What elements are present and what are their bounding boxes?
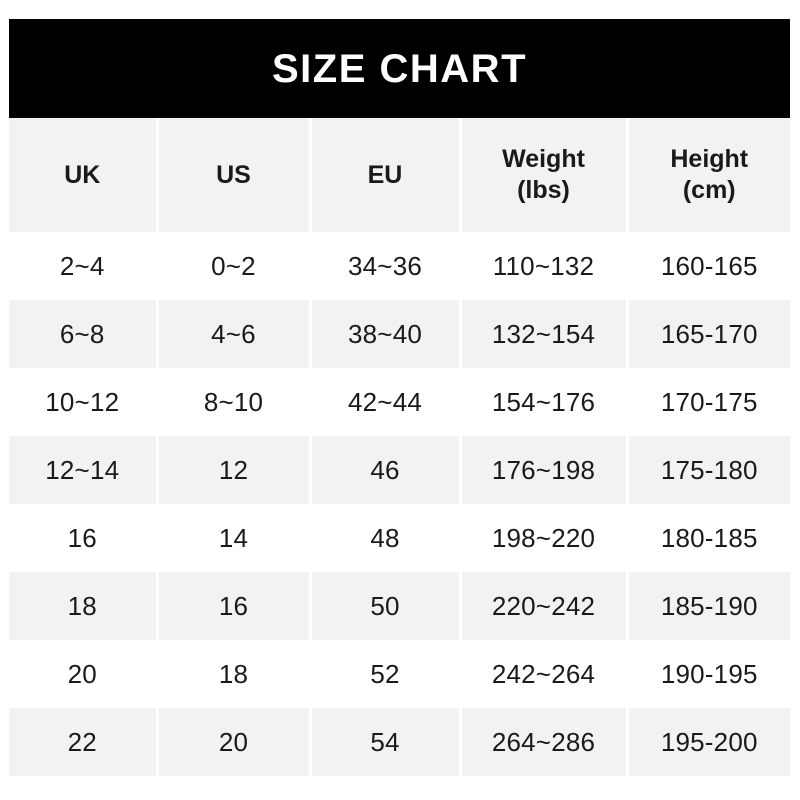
- cell-uk: 18: [9, 572, 159, 640]
- column-header-us-label: US: [216, 160, 251, 189]
- cell-us: 0~2: [157, 232, 312, 300]
- cell-uk: 12~14: [9, 436, 159, 504]
- cell-weight: 198~220: [460, 504, 629, 572]
- cell-weight: 220~242: [460, 572, 629, 640]
- table-row: 22 20 54 264~286 195-200: [9, 708, 790, 776]
- column-header-height: Height (cm): [627, 118, 790, 232]
- size-chart-table: UK US EU Weight (lbs) Height (cm): [9, 118, 790, 776]
- cell-uk: 20: [9, 640, 159, 708]
- cell-eu: 50: [310, 572, 462, 640]
- cell-us: 16: [157, 572, 312, 640]
- page-title: SIZE CHART: [272, 46, 527, 91]
- table-row: 12~14 12 46 176~198 175-180: [9, 436, 790, 504]
- column-header-weight-label: Weight: [502, 145, 585, 173]
- cell-us: 18: [157, 640, 312, 708]
- cell-height: 160-165: [627, 232, 790, 300]
- cell-eu: 54: [310, 708, 462, 776]
- column-header-weight-unit: (lbs): [517, 176, 570, 204]
- table-row: 18 16 50 220~242 185-190: [9, 572, 790, 640]
- cell-uk: 2~4: [9, 232, 159, 300]
- column-header-weight: Weight (lbs): [460, 118, 629, 232]
- table-body: 2~4 0~2 34~36 110~132 160-165 6~8 4~6 38…: [9, 232, 790, 776]
- cell-weight: 176~198: [460, 436, 629, 504]
- cell-eu: 46: [310, 436, 462, 504]
- header-row: UK US EU Weight (lbs) Height (cm): [9, 118, 790, 232]
- cell-eu: 52: [310, 640, 462, 708]
- cell-height: 190-195: [627, 640, 790, 708]
- cell-height: 180-185: [627, 504, 790, 572]
- cell-uk: 16: [9, 504, 159, 572]
- column-header-us: US: [157, 118, 312, 232]
- table-row: 10~12 8~10 42~44 154~176 170-175: [9, 368, 790, 436]
- cell-eu: 38~40: [310, 300, 462, 368]
- cell-height: 175-180: [627, 436, 790, 504]
- cell-height: 165-170: [627, 300, 790, 368]
- column-header-eu-label: EU: [367, 160, 403, 189]
- table-header: UK US EU Weight (lbs) Height (cm): [9, 118, 790, 232]
- cell-us: 4~6: [157, 300, 312, 368]
- cell-eu: 42~44: [310, 368, 462, 436]
- cell-height: 185-190: [627, 572, 790, 640]
- cell-us: 20: [157, 708, 312, 776]
- cell-weight: 154~176: [460, 368, 629, 436]
- cell-us: 8~10: [157, 368, 312, 436]
- column-header-uk-label: UK: [64, 160, 101, 189]
- cell-weight: 242~264: [460, 640, 629, 708]
- cell-uk: 6~8: [9, 300, 159, 368]
- cell-height: 170-175: [627, 368, 790, 436]
- table-row: 2~4 0~2 34~36 110~132 160-165: [9, 232, 790, 300]
- cell-weight: 110~132: [460, 232, 629, 300]
- cell-weight: 132~154: [460, 300, 629, 368]
- cell-uk: 22: [9, 708, 159, 776]
- table-row: 16 14 48 198~220 180-185: [9, 504, 790, 572]
- cell-us: 12: [157, 436, 312, 504]
- cell-height: 195-200: [627, 708, 790, 776]
- size-chart: SIZE CHART UK US EU Weight (lbs): [9, 19, 790, 781]
- column-header-eu: EU: [310, 118, 462, 232]
- title-bar: SIZE CHART: [9, 19, 790, 118]
- cell-eu: 48: [310, 504, 462, 572]
- column-header-height-label: Height: [670, 145, 749, 173]
- cell-weight: 264~286: [460, 708, 629, 776]
- cell-eu: 34~36: [310, 232, 462, 300]
- table-row: 6~8 4~6 38~40 132~154 165-170: [9, 300, 790, 368]
- table-row: 20 18 52 242~264 190-195: [9, 640, 790, 708]
- cell-uk: 10~12: [9, 368, 159, 436]
- column-header-uk: UK: [9, 118, 159, 232]
- cell-us: 14: [157, 504, 312, 572]
- column-header-height-unit: (cm): [682, 176, 736, 204]
